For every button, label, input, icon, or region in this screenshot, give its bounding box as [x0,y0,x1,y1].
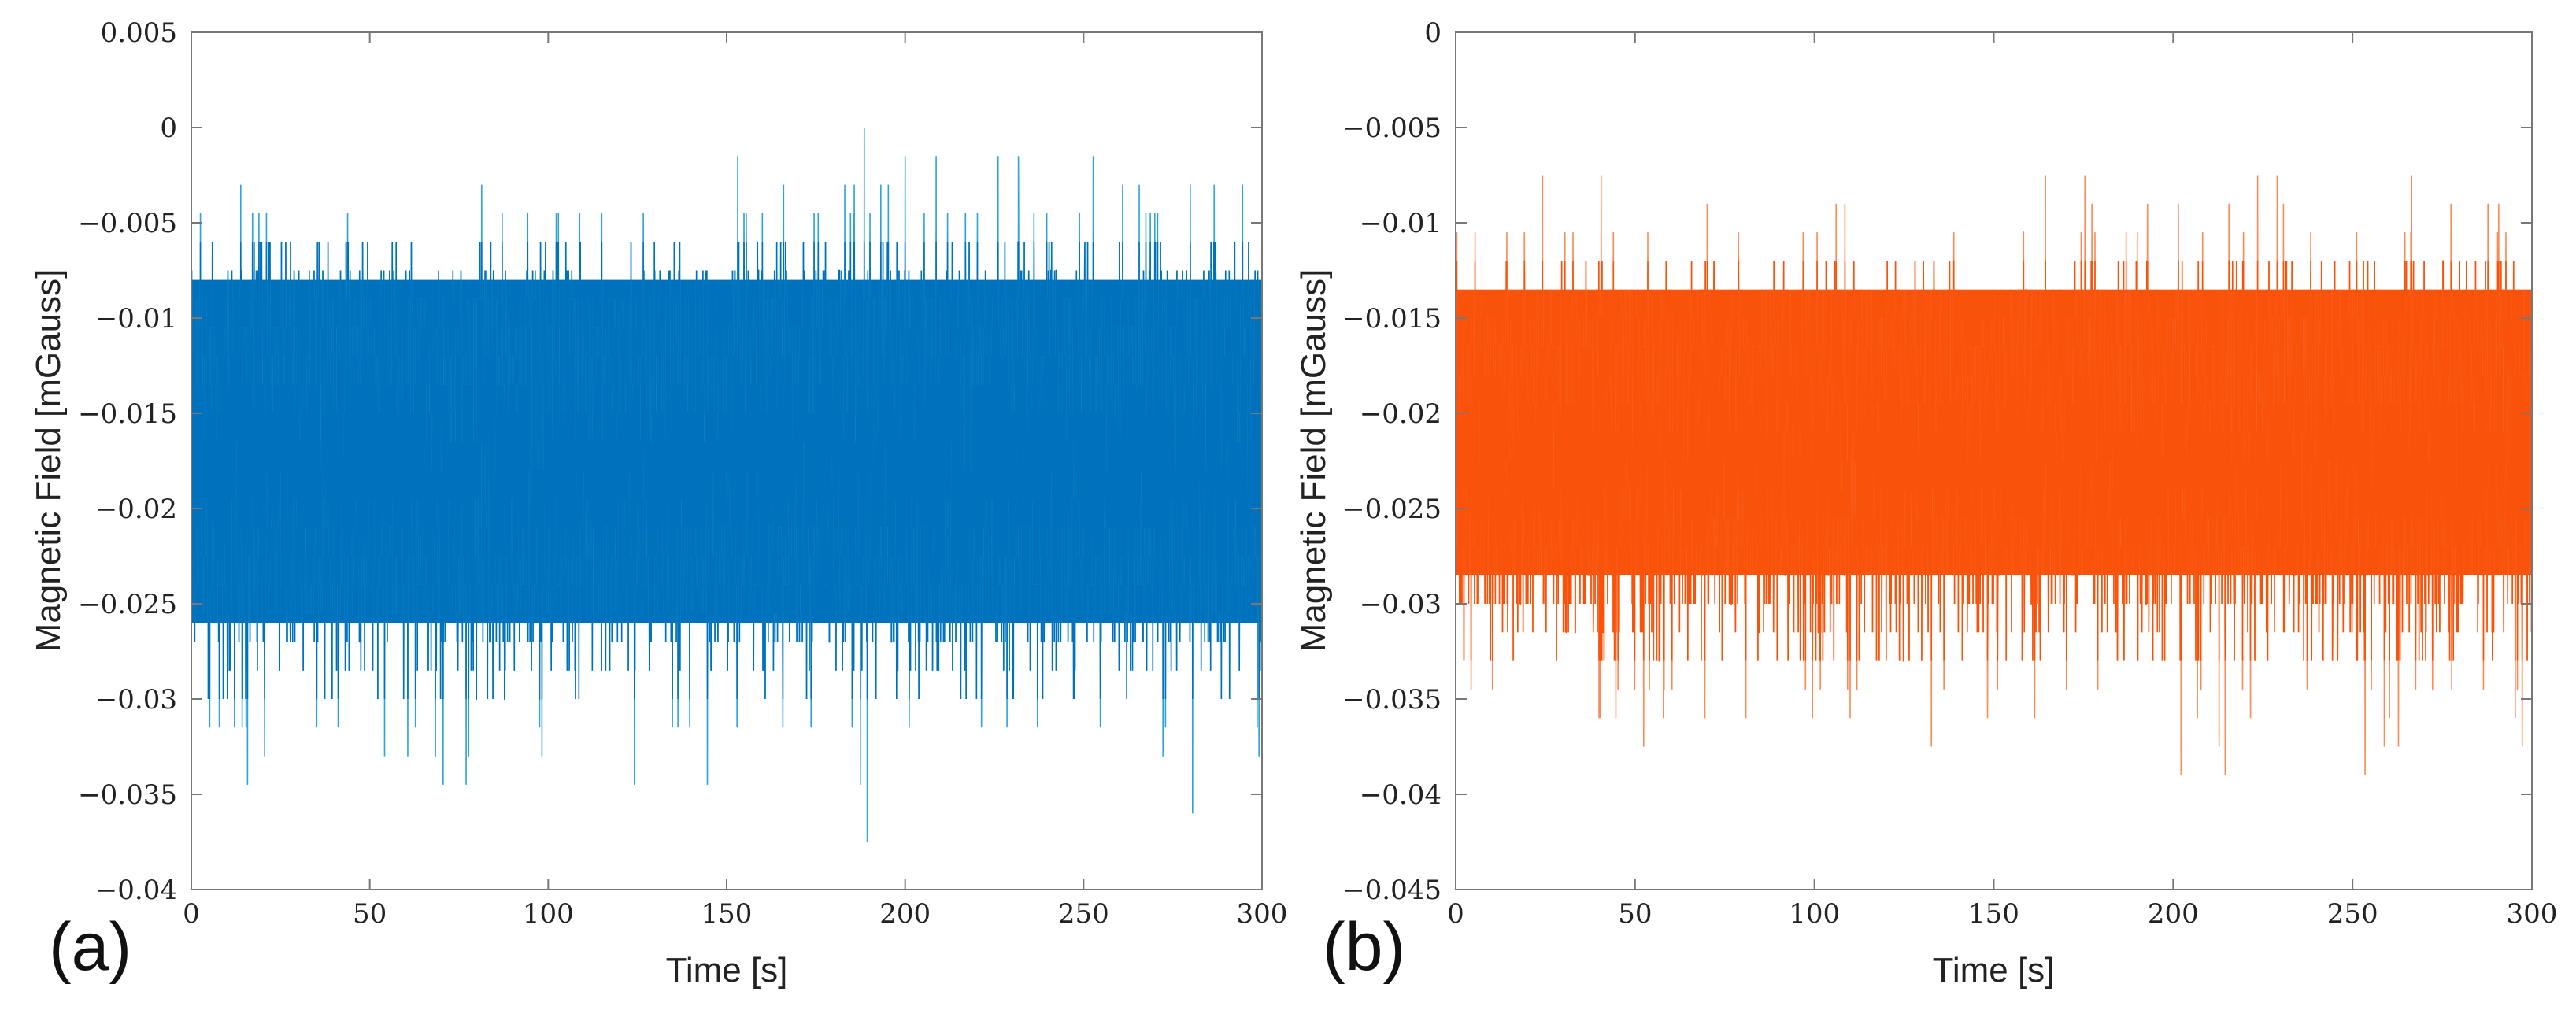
y-tick-label-a: −0.025 [78,589,177,620]
plot-area-a [191,127,1263,842]
chart-panel-b: 0 50 100 150 200 250 300 0 −0.005 −0.01 −0.015 −0.0… [1294,17,2557,990]
x-tick-label-b: 100 [1789,898,1840,930]
y-tick-label-a: −0.04 [95,875,177,906]
y-tick-label-b: −0.045 [1342,875,1442,906]
x-tick-label-a: 200 [879,898,931,930]
y-axis-label-a: Magnetic Field [mGauss] [29,269,68,653]
y-axis-label-b: Magnetic Field [mGauss] [1294,269,1333,653]
x-tick-label-a: 250 [1058,898,1109,930]
x-tick-label-a: 0 [183,898,200,930]
y-tick-label-b: 0 [1424,17,1442,49]
y-tick-label-b: −0.04 [1360,779,1442,811]
panel-label-a: (a) [49,909,131,985]
y-tick-label-a: 0.005 [101,17,177,49]
y-tick-label-b: −0.005 [1342,113,1442,144]
x-tick-label-a: 300 [1237,898,1288,930]
panel-label-b: (b) [1323,909,1405,985]
y-tick-label-a: −0.035 [78,779,177,811]
y-tick-label-b: −0.02 [1360,398,1442,430]
x-axis-label-a: Time [s] [666,951,788,990]
y-tick-label-b: −0.03 [1360,589,1442,620]
series-line-a [191,241,1263,700]
x-tick-label-a: 150 [701,898,753,930]
y-tick-label-a: −0.01 [95,303,177,335]
x-tick-label-b: 250 [2327,898,2378,930]
x-tick-label-b: 200 [2148,898,2199,930]
y-tick-label-a: 0 [160,113,177,144]
y-tick-label-b: −0.025 [1342,494,1442,525]
y-tick-label-b: −0.01 [1360,208,1442,239]
x-tick-label-b: 0 [1447,898,1464,930]
series-line-b [1455,260,2533,662]
x-axis-label-b: Time [s] [1933,951,2055,990]
axis-ticks-a: 0 50 100 150 200 250 300 0.005 0 −0.005 −0.01 −0.01… [78,17,1287,930]
x-tick-label-b: 150 [1968,898,2019,930]
y-tick-label-a: −0.03 [95,684,177,716]
x-tick-label-a: 50 [353,898,387,930]
axis-ticks-b: 0 50 100 150 200 250 300 0 −0.005 −0.01 −0.015 −0.0… [1342,17,2557,930]
y-tick-label-b: −0.015 [1342,303,1442,335]
y-tick-label-b: −0.035 [1342,684,1442,716]
y-tick-label-a: −0.015 [78,398,177,430]
y-tick-label-a: −0.02 [95,494,177,525]
x-tick-label-b: 50 [1618,898,1652,930]
chart-panel-a: 0 50 100 150 200 250 300 0.005 0 −0.005 −0.01 −0.01… [29,17,1287,990]
x-tick-label-a: 100 [523,898,574,930]
x-tick-label-b: 300 [2507,898,2558,930]
plot-area-b [1455,175,2533,775]
y-tick-label-a: −0.005 [78,208,177,239]
